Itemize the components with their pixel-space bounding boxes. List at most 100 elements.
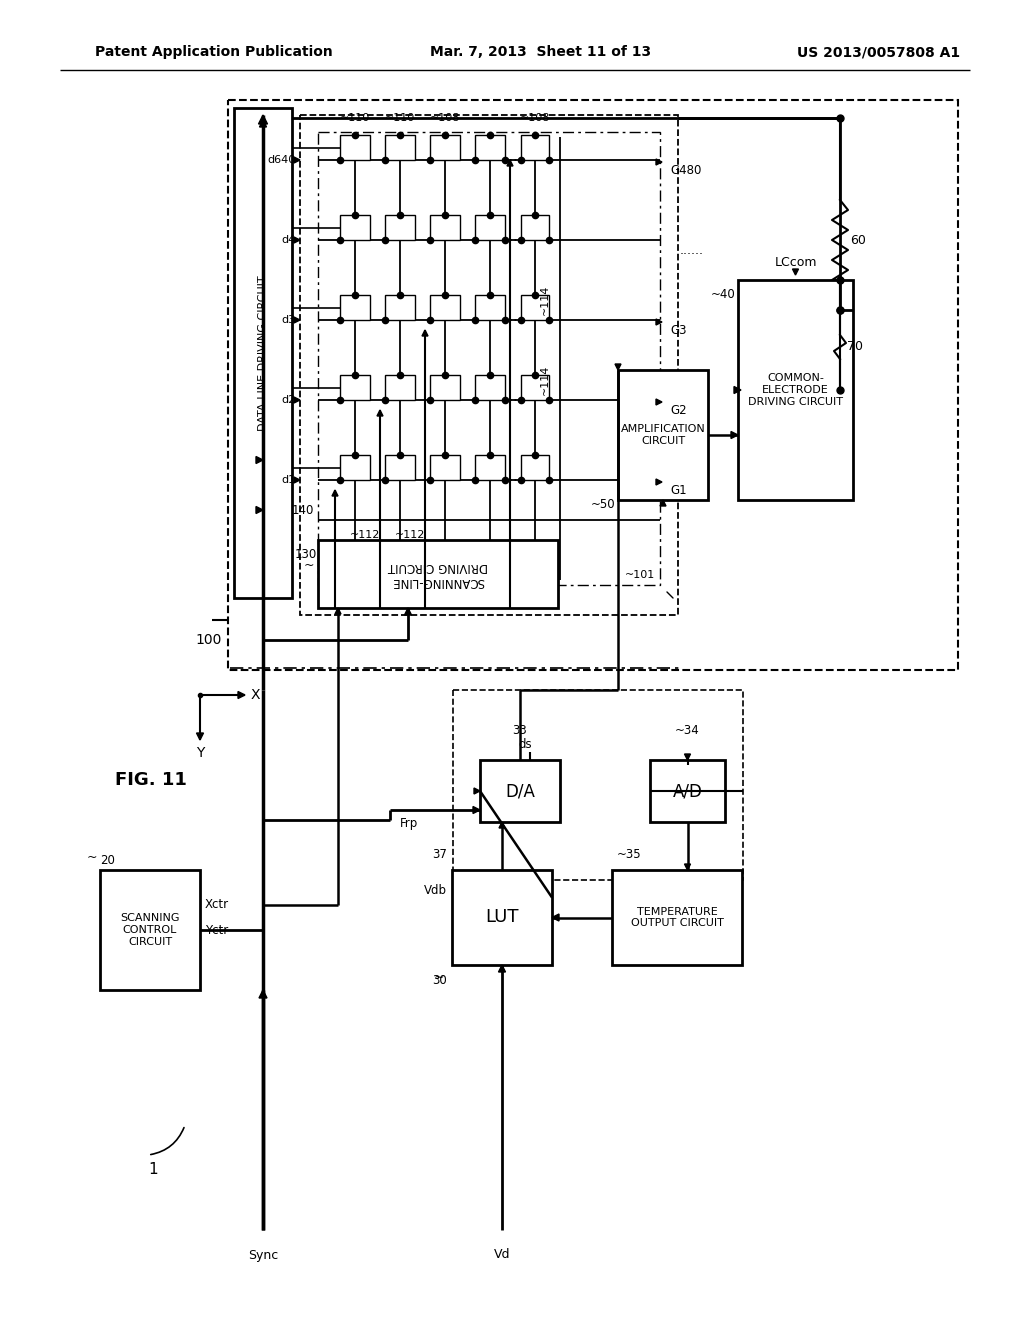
- Text: ~50: ~50: [591, 499, 615, 511]
- Text: ~35: ~35: [617, 849, 642, 862]
- Polygon shape: [684, 865, 690, 870]
- Text: 70: 70: [847, 341, 863, 354]
- Text: 100: 100: [195, 634, 221, 647]
- Text: ~108: ~108: [430, 114, 460, 123]
- Polygon shape: [335, 609, 341, 614]
- Text: G480: G480: [670, 164, 701, 177]
- Text: LCcom: LCcom: [774, 256, 817, 268]
- Text: Vd: Vd: [494, 1249, 510, 1262]
- Text: ~114: ~114: [540, 364, 550, 395]
- Text: d3: d3: [282, 315, 296, 325]
- Text: COMMON-
ELECTRODE
DRIVING CIRCUIT: COMMON- ELECTRODE DRIVING CIRCUIT: [748, 374, 843, 407]
- Bar: [453, 690, 743, 880]
- Bar: [618, 370, 708, 500]
- Text: Patent Application Publication: Patent Application Publication: [95, 45, 333, 59]
- Text: ~112: ~112: [395, 531, 425, 540]
- Text: US 2013/0057808 A1: US 2013/0057808 A1: [797, 45, 961, 59]
- Text: ~: ~: [433, 970, 444, 983]
- Bar: [430, 135, 460, 160]
- Text: d4: d4: [282, 235, 296, 246]
- Bar: [430, 294, 460, 319]
- Polygon shape: [615, 364, 621, 370]
- Text: 20: 20: [100, 854, 115, 866]
- Text: ~40: ~40: [711, 289, 735, 301]
- Text: Xctr: Xctr: [205, 899, 229, 912]
- Polygon shape: [258, 115, 267, 124]
- Text: DATA-LINE DRIVING CIRCUIT: DATA-LINE DRIVING CIRCUIT: [258, 275, 268, 430]
- Bar: [452, 870, 552, 965]
- Polygon shape: [256, 457, 263, 463]
- Bar: [385, 375, 415, 400]
- Polygon shape: [473, 807, 480, 813]
- Bar: [385, 455, 415, 480]
- Bar: [521, 455, 549, 480]
- Text: AMPLIFICATION
CIRCUIT: AMPLIFICATION CIRCUIT: [621, 424, 706, 446]
- Polygon shape: [259, 990, 267, 998]
- Bar: [385, 215, 415, 240]
- Text: ds: ds: [518, 738, 531, 751]
- Bar: [475, 455, 505, 480]
- Text: ~101: ~101: [625, 570, 655, 579]
- Polygon shape: [294, 157, 300, 162]
- Bar: [475, 215, 505, 240]
- Polygon shape: [294, 397, 300, 403]
- Polygon shape: [259, 120, 266, 127]
- Polygon shape: [332, 490, 338, 496]
- Text: Mar. 7, 2013  Sheet 11 of 13: Mar. 7, 2013 Sheet 11 of 13: [430, 45, 651, 59]
- Bar: [340, 455, 370, 480]
- Bar: [318, 540, 558, 609]
- Text: SCANNING
CONTROL
CIRCUIT: SCANNING CONTROL CIRCUIT: [120, 913, 180, 946]
- Bar: [340, 375, 370, 400]
- Polygon shape: [684, 754, 690, 760]
- Polygon shape: [660, 500, 666, 506]
- Bar: [340, 294, 370, 319]
- Text: 37: 37: [432, 849, 447, 862]
- Polygon shape: [422, 330, 428, 337]
- Polygon shape: [793, 269, 799, 275]
- Text: LUT: LUT: [485, 908, 519, 927]
- Bar: [480, 760, 560, 822]
- Polygon shape: [294, 238, 300, 243]
- Polygon shape: [731, 432, 738, 438]
- Text: Vdb: Vdb: [424, 883, 447, 896]
- Polygon shape: [656, 479, 662, 484]
- Polygon shape: [294, 317, 300, 323]
- Polygon shape: [507, 160, 513, 166]
- Polygon shape: [552, 913, 559, 921]
- Bar: [521, 375, 549, 400]
- Bar: [318, 132, 660, 585]
- Text: G2: G2: [670, 404, 687, 417]
- Bar: [650, 760, 725, 822]
- Polygon shape: [499, 822, 505, 828]
- Text: X: X: [250, 688, 260, 702]
- Bar: [521, 215, 549, 240]
- Text: 130: 130: [295, 549, 317, 561]
- Bar: [385, 294, 415, 319]
- Text: G3: G3: [670, 323, 686, 337]
- Polygon shape: [734, 387, 741, 393]
- Polygon shape: [197, 733, 204, 741]
- Text: SCANNING-LINE
DRIVING CIRCUIT: SCANNING-LINE DRIVING CIRCUIT: [388, 560, 488, 587]
- Text: ~34: ~34: [675, 723, 699, 737]
- Text: TEMPERATURE
OUTPUT CIRCUIT: TEMPERATURE OUTPUT CIRCUIT: [631, 907, 723, 928]
- Bar: [430, 375, 460, 400]
- Text: ~112: ~112: [350, 531, 380, 540]
- Text: ~108: ~108: [520, 114, 550, 123]
- Polygon shape: [656, 158, 662, 165]
- Text: d1: d1: [282, 475, 296, 484]
- Text: FIG. 11: FIG. 11: [115, 771, 186, 789]
- Text: Yctr: Yctr: [205, 924, 228, 936]
- Bar: [234, 108, 292, 598]
- Bar: [228, 100, 958, 671]
- Bar: [475, 294, 505, 319]
- Polygon shape: [656, 399, 662, 405]
- Text: ~114: ~114: [540, 285, 550, 315]
- Text: D/A: D/A: [505, 781, 535, 800]
- Text: A/D: A/D: [673, 781, 702, 800]
- Text: Frp: Frp: [400, 817, 418, 829]
- Text: G1: G1: [670, 483, 687, 496]
- Text: 60: 60: [850, 234, 866, 247]
- Text: ~110: ~110: [340, 114, 370, 123]
- Bar: [430, 455, 460, 480]
- Bar: [521, 135, 549, 160]
